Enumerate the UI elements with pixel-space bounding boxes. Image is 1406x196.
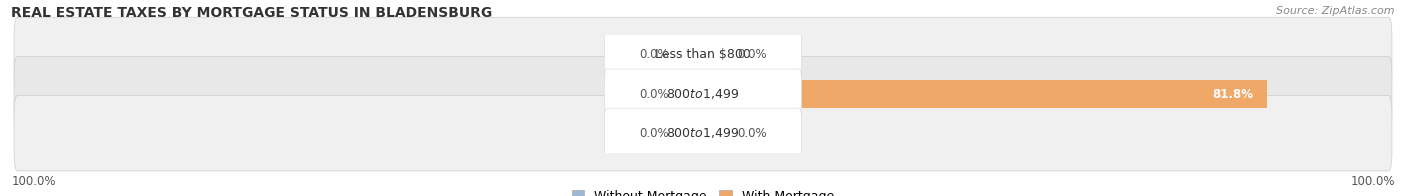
Text: REAL ESTATE TAXES BY MORTGAGE STATUS IN BLADENSBURG: REAL ESTATE TAXES BY MORTGAGE STATUS IN … [11,6,492,20]
Text: 100.0%: 100.0% [1350,175,1395,188]
FancyBboxPatch shape [605,108,801,158]
FancyBboxPatch shape [605,30,801,80]
FancyBboxPatch shape [14,96,1392,171]
FancyBboxPatch shape [14,17,1392,93]
Text: 100.0%: 100.0% [11,175,56,188]
Bar [703,41,731,69]
Bar [675,119,703,147]
Bar [703,119,731,147]
Text: 0.0%: 0.0% [738,48,768,61]
Bar [703,80,1267,108]
Bar [675,41,703,69]
Text: $800 to $1,499: $800 to $1,499 [666,87,740,101]
Text: 81.8%: 81.8% [1212,88,1253,101]
Text: 0.0%: 0.0% [638,127,669,140]
Text: 0.0%: 0.0% [738,127,768,140]
FancyBboxPatch shape [14,56,1392,132]
Text: 0.0%: 0.0% [638,48,669,61]
Text: $800 to $1,499: $800 to $1,499 [666,126,740,140]
Text: Source: ZipAtlas.com: Source: ZipAtlas.com [1277,6,1395,16]
Text: Less than $800: Less than $800 [655,48,751,61]
Legend: Without Mortgage, With Mortgage: Without Mortgage, With Mortgage [567,185,839,196]
Bar [675,80,703,108]
FancyBboxPatch shape [605,69,801,119]
Text: 0.0%: 0.0% [638,88,669,101]
